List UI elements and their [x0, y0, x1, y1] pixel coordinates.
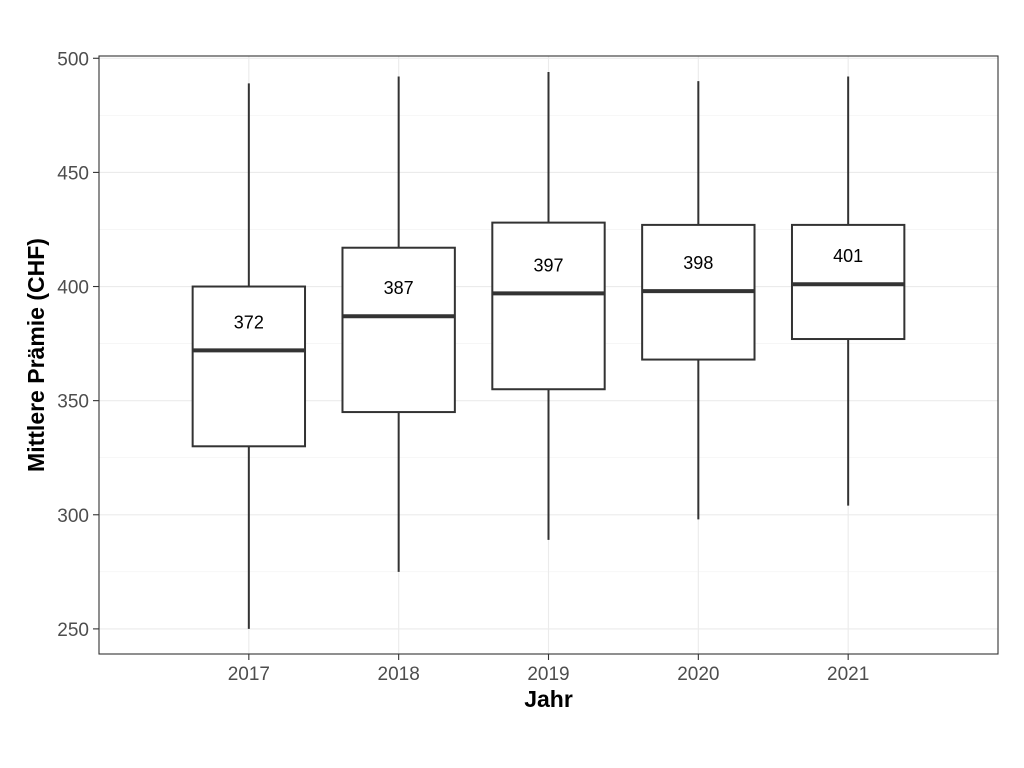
- y-tick-label: 400: [57, 278, 89, 299]
- median-label: 401: [833, 246, 863, 266]
- box-2021: 401: [790, 76, 906, 506]
- y-tick-label: 450: [57, 163, 89, 184]
- boxes: 372 387 397 398 401: [191, 71, 906, 629]
- y-tick-label: 350: [57, 392, 89, 413]
- box-2019: 397: [491, 71, 606, 540]
- x-tick-label: 2021: [827, 664, 869, 685]
- median-label: 397: [533, 255, 563, 275]
- iqr-box: [790, 223, 906, 341]
- x-axis-title: Jahr: [524, 686, 573, 712]
- y-tick-label: 250: [57, 620, 89, 641]
- x-tick-label: 2017: [228, 664, 270, 685]
- iqr-box: [341, 246, 456, 414]
- box-2020: 398: [641, 81, 756, 520]
- y-axis-title: Mittlere Prämie (CHF): [23, 238, 49, 472]
- x-tick-label: 2019: [527, 664, 569, 685]
- iqr-box: [191, 285, 307, 448]
- median-label: 387: [384, 278, 414, 298]
- box-2018: 387: [341, 76, 456, 572]
- median-label: 372: [234, 312, 264, 332]
- axes: 250 300 350 400 450 500 2017 2018 2019 2020 2021: [57, 49, 869, 685]
- iqr-box: [491, 221, 606, 391]
- x-tick-label: 2018: [378, 664, 420, 685]
- median-label: 398: [683, 253, 713, 273]
- y-tick-label: 500: [57, 49, 89, 70]
- box-2017: 372: [191, 83, 307, 629]
- y-tick-label: 300: [57, 506, 89, 527]
- x-tick-label: 2020: [677, 664, 719, 685]
